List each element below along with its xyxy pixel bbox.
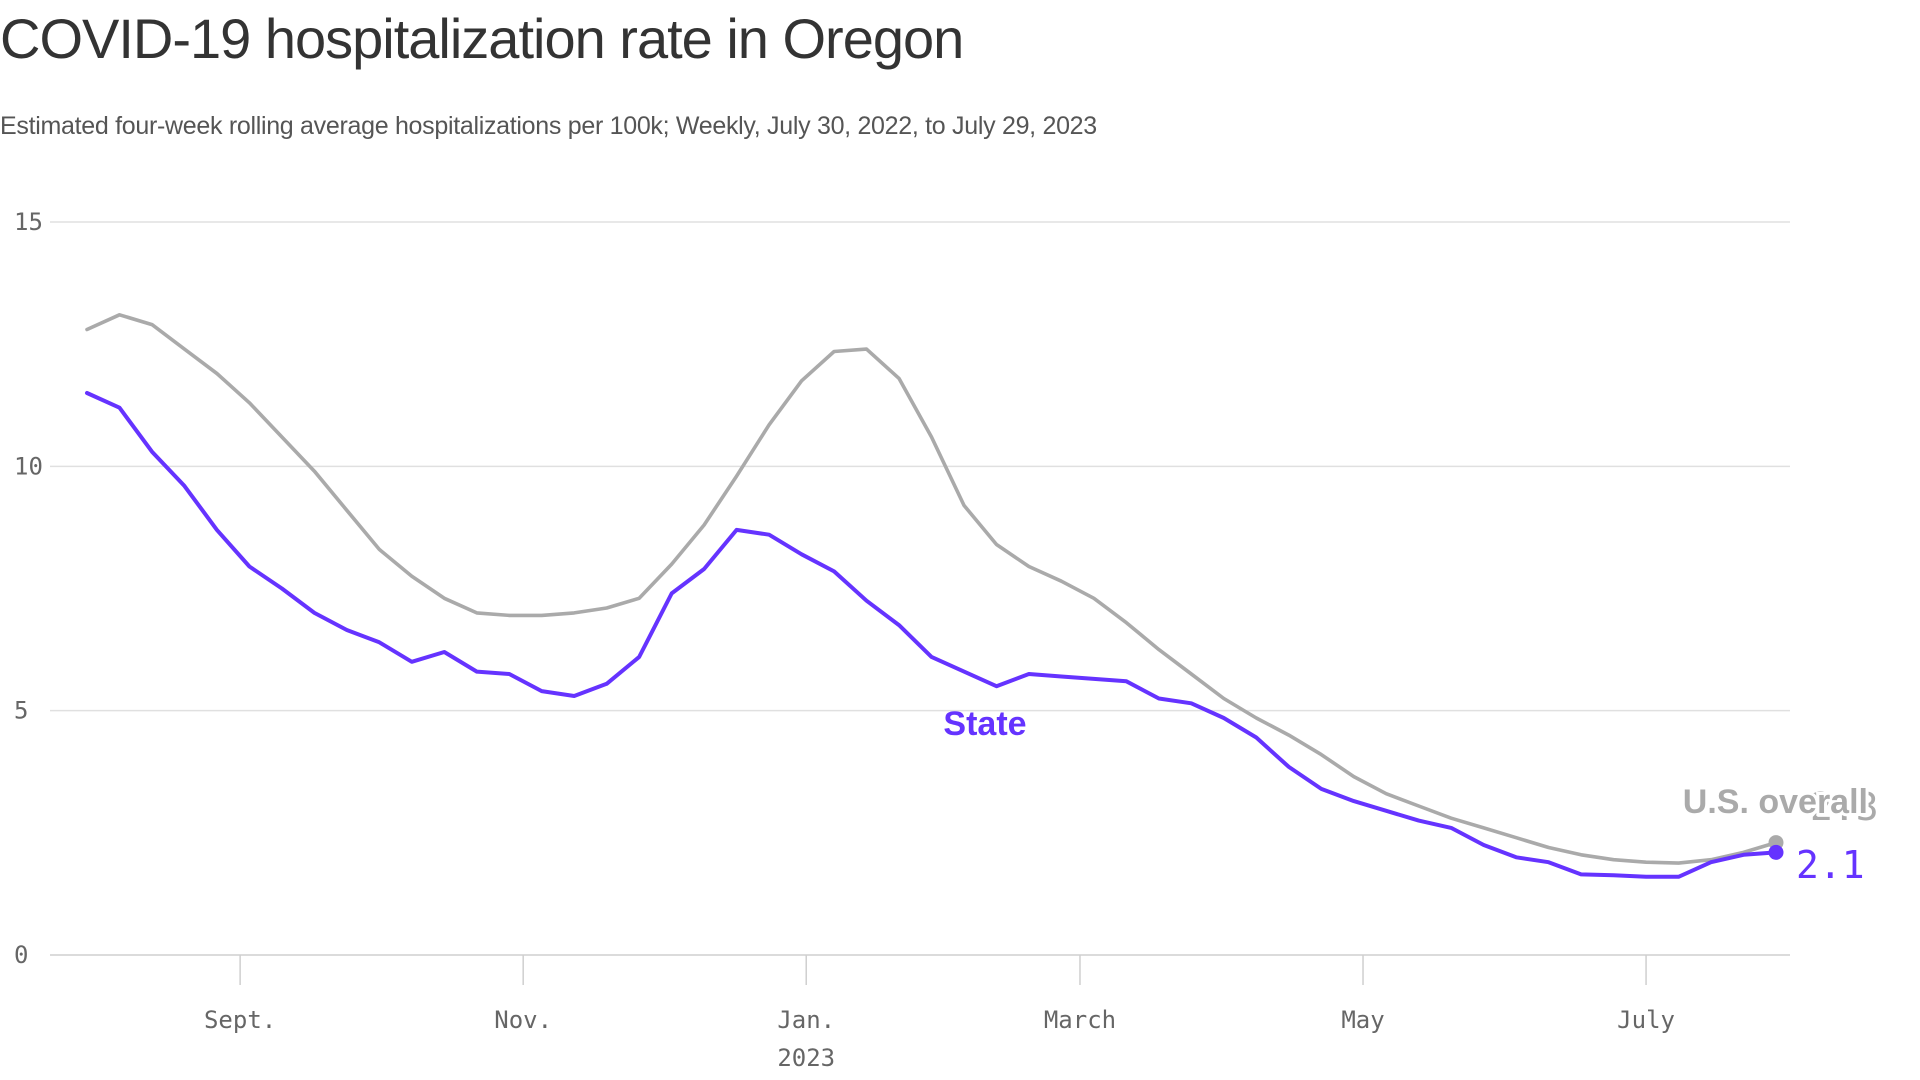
x-tick-year-label: 2023 xyxy=(777,1044,835,1072)
y-tick-label: 10 xyxy=(14,452,43,480)
state-series-label: State xyxy=(943,705,1026,743)
chart-subtitle: Estimated four-week rolling average hosp… xyxy=(0,112,1097,140)
y-tick-label: 15 xyxy=(14,208,43,236)
us-overall-series-label: U.S. overall xyxy=(1683,783,1868,821)
x-tick-label: Sept. xyxy=(204,1006,276,1034)
state-series-line xyxy=(85,391,1778,879)
y-tick-label: 0 xyxy=(14,941,28,969)
us-overall-end-value: 2.3 xyxy=(1810,785,1879,829)
x-tick-label: July xyxy=(1617,1006,1675,1034)
us-overall-series-line xyxy=(85,312,1778,865)
state-end-value: 2.1 xyxy=(1796,843,1865,887)
chart-title: COVID-19 hospitalization rate in Oregon xyxy=(0,7,964,70)
x-tick-label: Jan. xyxy=(777,1006,835,1034)
x-tick-label: March xyxy=(1044,1006,1116,1034)
y-tick-label: 5 xyxy=(14,697,28,725)
state-end-point xyxy=(1768,844,1784,860)
x-tick-label: May xyxy=(1341,1006,1384,1034)
x-tick-label: Nov. xyxy=(494,1006,552,1034)
